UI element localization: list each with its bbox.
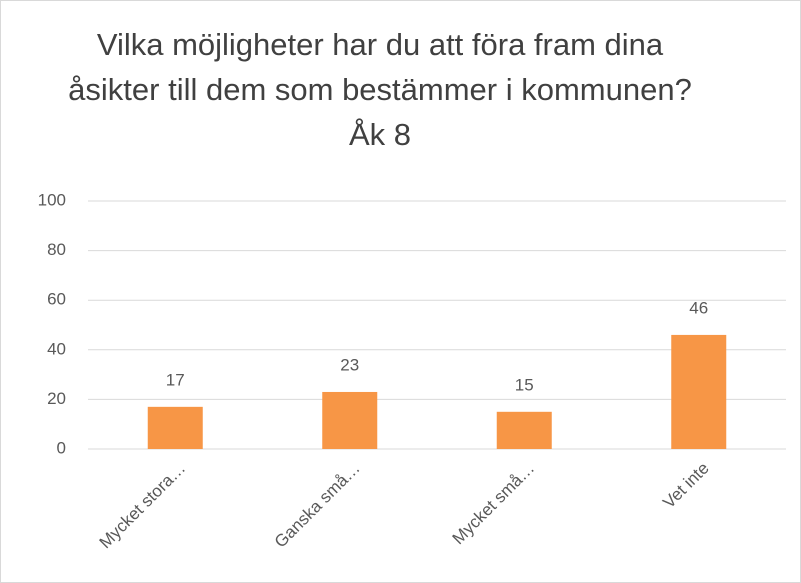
bar: [671, 334, 727, 449]
bar: [322, 391, 378, 449]
y-tick-label: 0: [57, 438, 66, 457]
data-label: 15: [515, 375, 534, 394]
data-label: 46: [689, 298, 708, 317]
bar: [147, 406, 203, 449]
x-tick-label: Vet inte: [659, 459, 713, 513]
x-tick-label: Mycket små…: [449, 459, 539, 549]
bar: [496, 411, 552, 449]
y-tick-label: 20: [47, 389, 66, 408]
x-tick-label: Ganska små…: [271, 459, 364, 552]
x-tick-label: Mycket stora…: [96, 459, 190, 553]
y-tick-label: 100: [38, 190, 66, 209]
y-tick-label: 60: [47, 290, 66, 309]
y-tick-label: 40: [47, 339, 66, 358]
chart-title: Vilka möjligheter har du att föra fram d…: [68, 27, 692, 152]
y-tick-label: 80: [47, 240, 66, 259]
data-label: 17: [166, 370, 185, 389]
data-label: 23: [340, 355, 359, 374]
